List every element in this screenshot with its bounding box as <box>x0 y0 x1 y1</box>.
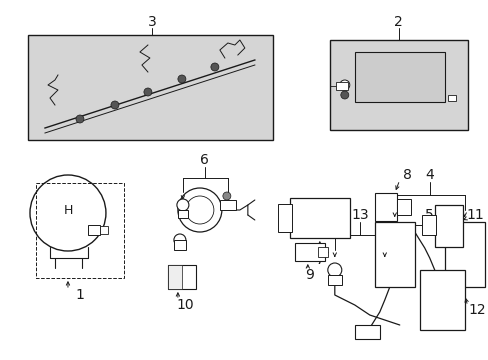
Bar <box>374 193 396 221</box>
Bar <box>335 82 347 90</box>
Circle shape <box>174 234 185 246</box>
Circle shape <box>111 101 119 109</box>
Text: 11: 11 <box>466 208 484 222</box>
Bar <box>396 199 410 215</box>
Bar <box>277 204 291 232</box>
Circle shape <box>178 75 185 83</box>
Text: 1: 1 <box>75 288 84 302</box>
Bar <box>317 247 327 257</box>
Bar <box>289 198 349 238</box>
Bar <box>174 240 185 250</box>
Bar <box>444 222 484 287</box>
Circle shape <box>76 115 84 123</box>
Bar <box>294 243 324 261</box>
Text: 13: 13 <box>350 208 368 222</box>
Text: 5: 5 <box>425 208 433 222</box>
Bar <box>354 52 444 102</box>
Bar <box>28 35 272 140</box>
Text: 4: 4 <box>425 168 433 182</box>
Bar <box>167 265 196 289</box>
Bar <box>327 275 341 285</box>
Bar <box>329 40 467 130</box>
Circle shape <box>30 175 106 251</box>
Bar <box>419 270 464 330</box>
Circle shape <box>223 192 230 200</box>
Circle shape <box>177 199 188 211</box>
Text: 10: 10 <box>176 298 193 312</box>
Text: 12: 12 <box>468 303 486 317</box>
Bar <box>354 325 379 339</box>
Circle shape <box>210 63 219 71</box>
Circle shape <box>143 88 152 96</box>
Text: 8: 8 <box>403 168 411 182</box>
Bar <box>88 225 100 235</box>
Bar <box>100 226 108 234</box>
Bar <box>434 205 462 247</box>
Bar <box>421 215 435 235</box>
Bar <box>374 222 414 287</box>
Bar <box>447 95 455 101</box>
Text: 7: 7 <box>315 253 324 267</box>
Text: 9: 9 <box>305 268 314 282</box>
Bar <box>167 265 182 289</box>
Circle shape <box>339 80 349 90</box>
Bar <box>178 210 187 218</box>
Circle shape <box>178 188 222 232</box>
Text: 3: 3 <box>147 15 156 29</box>
Circle shape <box>340 91 348 99</box>
Circle shape <box>185 196 213 224</box>
Bar <box>220 200 235 210</box>
Text: 6: 6 <box>200 153 209 167</box>
Circle shape <box>327 263 341 277</box>
Bar <box>36 183 123 278</box>
Text: 2: 2 <box>394 15 402 29</box>
Text: H: H <box>63 203 73 216</box>
